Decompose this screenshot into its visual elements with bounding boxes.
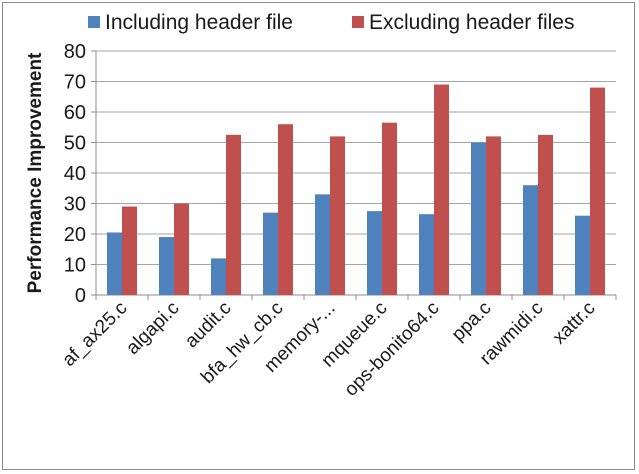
bar-excluding-header <box>278 124 293 295</box>
bar-including-header <box>107 232 122 295</box>
bars <box>107 84 605 295</box>
chart-frame: 0 10 20 30 40 50 60 70 80 af_ax25.c algapi.c audit… <box>2 2 635 470</box>
bar-excluding-header <box>590 87 605 295</box>
y-tick-label: 60 <box>64 102 86 124</box>
bar-excluding-header <box>122 206 137 295</box>
y-tick-label: 40 <box>64 163 86 185</box>
x-tick-label: af_ax25.c <box>58 298 131 371</box>
x-tick-label: ops-bonito64.c <box>341 298 444 401</box>
x-tick-label: algapi.c <box>122 298 183 359</box>
legend: Including header file Excluding header f… <box>88 11 574 34</box>
chart-svg: 0 10 20 30 40 50 60 70 80 af_ax25.calgapi.caudit… <box>25 11 617 401</box>
bar-excluding-header <box>330 136 345 295</box>
y-tick-label: 10 <box>64 255 86 277</box>
y-tick-label: 50 <box>64 133 86 155</box>
y-axis-label: Performance Improvement <box>25 52 46 293</box>
x-tick-labels: af_ax25.calgapi.caudit.cbfa_hw_cb.cmemor… <box>58 295 617 401</box>
bar-excluding-header <box>174 203 189 295</box>
bar-including-header <box>575 215 590 295</box>
x-tick-label: ppa.c <box>448 298 496 346</box>
bar-excluding-header <box>434 84 449 295</box>
legend-swatch-excluding <box>352 16 364 28</box>
bar-including-header <box>211 258 226 295</box>
y-tick-label: 20 <box>64 224 86 246</box>
y-tick-label: 0 <box>75 285 86 307</box>
bar-including-header <box>419 214 434 295</box>
y-tick-label: 30 <box>64 194 86 216</box>
y-tick-label: 70 <box>64 72 86 94</box>
bar-excluding-header <box>382 122 397 295</box>
legend-swatch-including <box>88 16 100 28</box>
y-tick-label: 80 <box>64 41 86 63</box>
bar-excluding-header <box>226 134 241 295</box>
bar-including-header <box>315 194 330 295</box>
bar-including-header <box>471 142 486 295</box>
y-tick-labels: 0 10 20 30 40 50 60 70 80 <box>64 41 96 307</box>
bar-excluding-header <box>538 134 553 295</box>
legend-label-including: Including header file <box>105 11 293 34</box>
bar-excluding-header <box>486 136 501 295</box>
bar-including-header <box>159 237 174 295</box>
bar-including-header <box>263 212 278 295</box>
bar-including-header <box>523 185 538 295</box>
bar-including-header <box>367 211 382 295</box>
x-tick-label: xattr.c <box>549 298 600 349</box>
legend-label-excluding: Excluding header files <box>369 11 574 34</box>
